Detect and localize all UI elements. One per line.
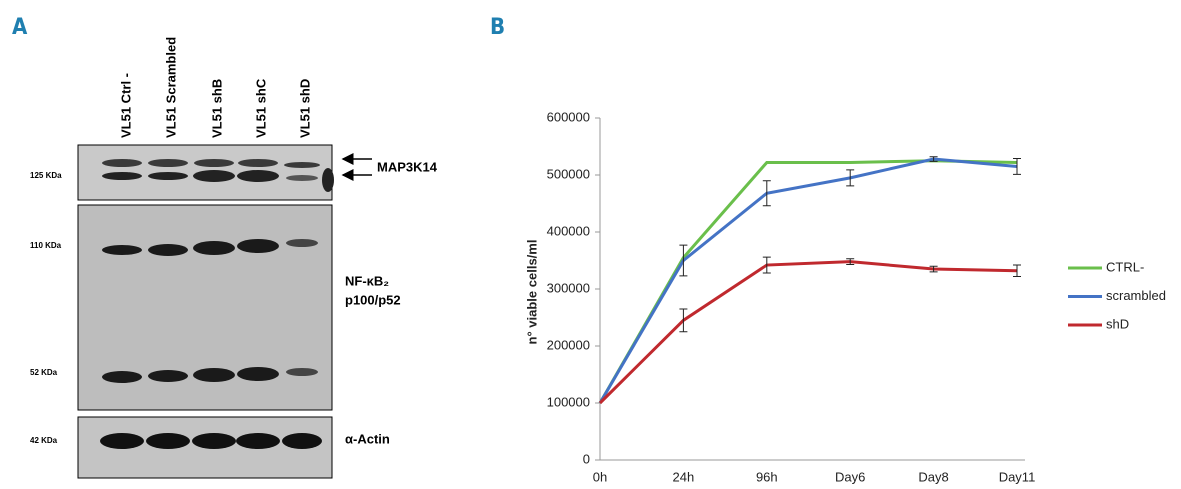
protein-label: p100/p52 (345, 292, 401, 307)
blot-actin (78, 417, 332, 478)
x-tick-label: Day6 (835, 469, 865, 484)
series-line (600, 159, 1017, 403)
x-tick-label: Day11 (999, 469, 1036, 484)
protein-label: MAP3K14 (377, 159, 438, 174)
y-axis-label: n° viable cells/ml (524, 240, 539, 345)
blot-nfkb2 (78, 205, 332, 410)
y-tick-label: 100000 (547, 394, 590, 409)
x-tick-label: 0h (593, 469, 607, 484)
kda-label: 52 KDa (30, 368, 58, 377)
y-tick-label: 200000 (547, 337, 590, 352)
protein-label: NF-κB₂ (345, 273, 389, 288)
x-tick-label: 24h (673, 469, 695, 484)
y-tick-label: 500000 (547, 166, 590, 181)
protein-label: α-Actin (345, 431, 390, 446)
kda-label: 42 KDa (30, 436, 58, 445)
error-bar (679, 309, 687, 332)
x-tick-label: Day8 (918, 469, 948, 484)
series-line (600, 161, 1017, 403)
panel-label: A (12, 15, 28, 40)
kda-label: 110 KDa (30, 241, 62, 250)
blot-map3k14 (78, 145, 334, 200)
legend-label: scrambled (1106, 288, 1166, 303)
y-tick-label: 0 (583, 451, 590, 466)
lane-label: VL51 Ctrl - (118, 73, 133, 138)
legend-label: shD (1106, 316, 1129, 331)
kda-label: 125 KDa (30, 171, 62, 180)
lane-label: VL51 Scrambled (163, 37, 178, 138)
y-tick-label: 300000 (547, 280, 590, 295)
figure: A B VL51 Ctrl - VL51 Scrambled VL51 shB … (0, 0, 1181, 484)
lane-labels: VL51 Ctrl - VL51 Scrambled VL51 shB VL51… (118, 37, 312, 138)
lane-label: VL51 shB (209, 79, 224, 138)
legend-label: CTRL- (1106, 259, 1144, 274)
panel-label: B (490, 15, 505, 40)
y-tick-label: 600000 (547, 109, 590, 124)
series-line (600, 262, 1017, 403)
lane-label: VL51 shC (253, 78, 268, 138)
y-tick-label: 400000 (547, 223, 590, 238)
lane-label: VL51 shD (297, 79, 312, 138)
x-tick-label: 96h (756, 469, 778, 484)
